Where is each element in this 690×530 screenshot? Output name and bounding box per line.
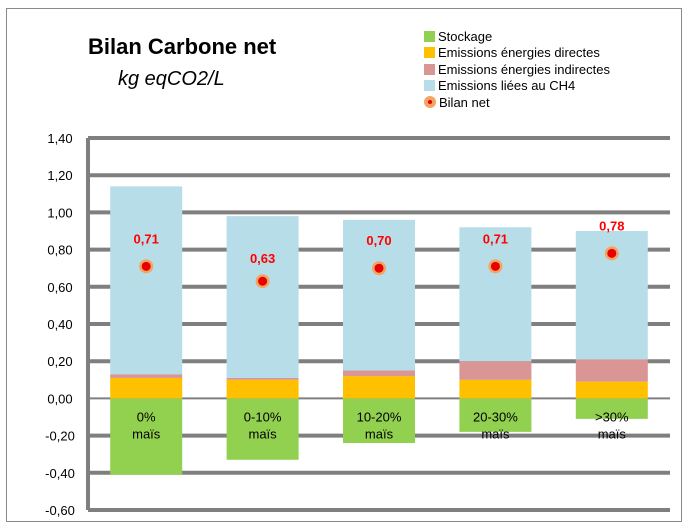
y-tick-label: 0,00 [47,391,72,406]
bar-directes [459,379,532,399]
bar-indirectes [459,361,532,380]
legend-marker-bilan [424,96,436,109]
y-tick-label: 1,00 [47,205,72,220]
category-label: maïs [481,426,510,441]
bar-directes [575,381,648,399]
bar-directes [110,377,183,399]
bar-ch4 [110,186,183,375]
bilan-net-marker-center [374,263,384,273]
legend-label-indirectes: Emissions énergies indirectes [438,61,610,77]
bar-ch4 [459,227,532,362]
bar-stockage [575,398,648,419]
category-label: maïs [365,426,394,441]
y-tick-label: -0,20 [45,429,75,444]
legend-item-directes: Emissions énergies directes [424,45,610,62]
bilan-net-marker-center [607,248,617,258]
bilan-net-label: 0,71 [134,231,159,246]
bilan-net-marker-center [490,261,500,271]
bar-directes [226,379,299,399]
category-label: maïs [249,426,278,441]
legend-label-bilan: Bilan net [439,94,490,110]
y-tick-label: 0,40 [47,317,72,332]
category-label: maïs [132,426,161,441]
chart-title: Bilan Carbone net [88,34,277,59]
y-tick-label: 0,60 [47,280,72,295]
chart-legend: Stockage Emissions énergies directes Emi… [424,28,610,111]
bilan-net-label: 0,71 [483,231,508,246]
legend-item-bilan: Bilan net [424,94,610,111]
bar-indirectes [343,370,415,377]
legend-swatch-stockage [424,30,435,42]
category-label: >30% [595,409,629,424]
legend-label-ch4: Emissions liées au CH4 [438,78,576,94]
y-tick-label: 1,40 [47,131,72,146]
y-tick-label: 0,80 [47,243,72,258]
legend-label-stockage: Stockage [438,28,493,44]
legend-swatch-ch4 [424,80,435,92]
bar-stockage [459,398,532,432]
bar-directes [343,376,415,399]
bar-stockage [110,398,183,475]
category-label: 10-20% [357,409,402,424]
bar-ch4 [226,216,299,378]
bilan-net-marker-center [141,261,151,271]
category-label: 0% [137,409,156,424]
bar-ch4 [343,219,415,371]
bilan-net-marker-center [258,276,268,286]
bilan-net-label: 0,63 [250,251,275,266]
category-label: 0-10% [244,409,282,424]
bar-indirectes [110,374,183,378]
legend-swatch-indirectes [424,63,435,75]
legend-item-ch4: Emissions liées au CH4 [424,78,610,95]
bilan-net-label: 0,78 [599,218,624,233]
legend-item-indirectes: Emissions énergies indirectes [424,61,610,78]
y-tick-label: 1,20 [47,168,72,183]
y-tick-label: -0,40 [45,466,75,481]
bar-stockage [343,398,415,444]
legend-label-directes: Emissions énergies directes [438,45,600,61]
bilan-net-label: 0,70 [366,233,391,248]
category-label: 20-30% [473,409,518,424]
bar-stockage [226,398,299,460]
bar-indirectes [226,377,299,380]
y-tick-label: 0,20 [47,354,72,369]
legend-swatch-directes [424,47,435,59]
category-label: maïs [598,426,627,441]
bar-indirectes [575,359,648,382]
y-tick-label: -0,60 [45,503,75,518]
legend-item-stockage: Stockage [424,28,610,45]
chart-subtitle: kg eqCO2/L [118,68,225,90]
